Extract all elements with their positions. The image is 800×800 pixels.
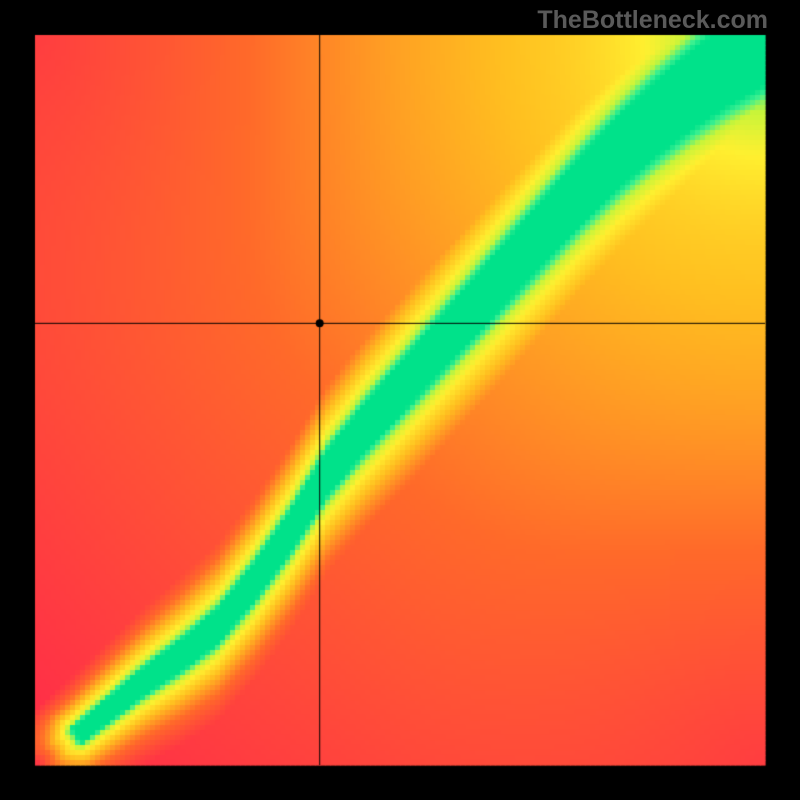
heatmap-canvas — [0, 0, 800, 800]
watermark-text: TheBottleneck.com — [537, 6, 768, 35]
chart-container: TheBottleneck.com — [0, 0, 800, 800]
